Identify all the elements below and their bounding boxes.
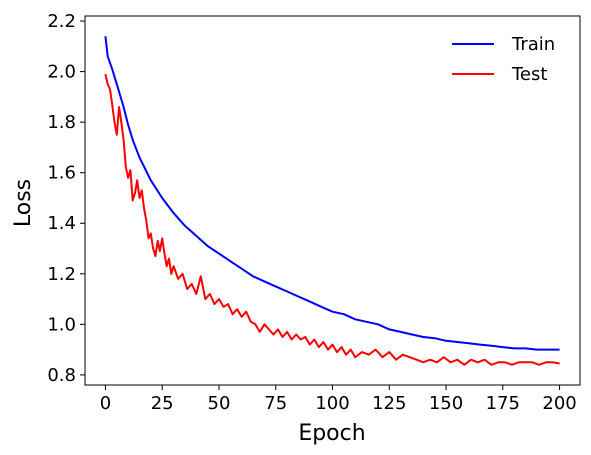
y-tick-label: 1.2 [47, 264, 76, 285]
x-tick-label: 50 [208, 393, 231, 414]
x-tick-label: 75 [264, 393, 287, 414]
legend: Train Test [452, 34, 555, 85]
x-tick-label: 25 [151, 393, 174, 414]
plot-content [104, 36, 560, 366]
x-tick-label: 150 [429, 393, 463, 414]
y-tick-label: 2.0 [47, 62, 76, 83]
y-axis: 0.8 1.0 1.2 1.4 1.6 1.8 2.0 2.2 [47, 11, 85, 386]
x-axis-title: Epoch [298, 421, 365, 446]
y-tick-label: 1.8 [47, 112, 76, 133]
legend-label-train: Train [511, 34, 555, 55]
y-tick-label: 2.2 [47, 11, 76, 32]
y-axis-title: Loss [11, 179, 36, 227]
x-tick-label: 100 [315, 393, 349, 414]
y-tick-label: 1.6 [47, 163, 76, 184]
plot-frame [84, 15, 581, 386]
series-line-train [104, 36, 560, 351]
x-tick-label: 175 [486, 393, 520, 414]
x-tick-label: 200 [542, 393, 576, 414]
x-tick-label: 0 [100, 393, 111, 414]
x-axis: 0 25 50 75 100 125 150 175 200 [100, 385, 577, 414]
y-tick-label: 1.0 [47, 314, 76, 335]
legend-label-test: Test [511, 64, 547, 85]
y-tick-label: 0.8 [47, 365, 76, 386]
x-tick-label: 125 [372, 393, 406, 414]
series-line-test [104, 73, 560, 366]
y-tick-label: 1.4 [47, 213, 76, 234]
